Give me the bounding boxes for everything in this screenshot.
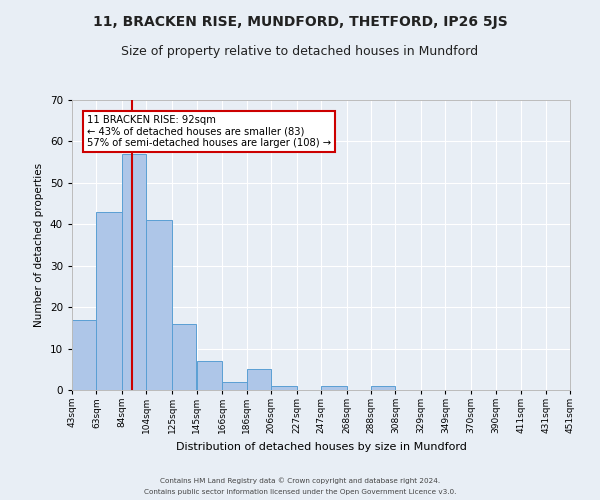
Text: 11, BRACKEN RISE, MUNDFORD, THETFORD, IP26 5JS: 11, BRACKEN RISE, MUNDFORD, THETFORD, IP…	[92, 15, 508, 29]
Text: 11 BRACKEN RISE: 92sqm
← 43% of detached houses are smaller (83)
57% of semi-det: 11 BRACKEN RISE: 92sqm ← 43% of detached…	[86, 114, 331, 148]
X-axis label: Distribution of detached houses by size in Mundford: Distribution of detached houses by size …	[176, 442, 466, 452]
Bar	[222, 382, 247, 390]
Bar	[72, 320, 97, 390]
Bar	[197, 361, 222, 390]
Bar	[247, 370, 271, 390]
Text: Size of property relative to detached houses in Mundford: Size of property relative to detached ho…	[121, 45, 479, 58]
Y-axis label: Number of detached properties: Number of detached properties	[34, 163, 44, 327]
Bar	[371, 386, 395, 390]
Bar	[321, 386, 347, 390]
Text: Contains public sector information licensed under the Open Government Licence v3: Contains public sector information licen…	[144, 489, 456, 495]
Text: Contains HM Land Registry data © Crown copyright and database right 2024.: Contains HM Land Registry data © Crown c…	[160, 478, 440, 484]
Bar	[122, 154, 146, 390]
Bar	[97, 212, 122, 390]
Bar	[146, 220, 172, 390]
Bar	[172, 324, 196, 390]
Bar	[271, 386, 296, 390]
